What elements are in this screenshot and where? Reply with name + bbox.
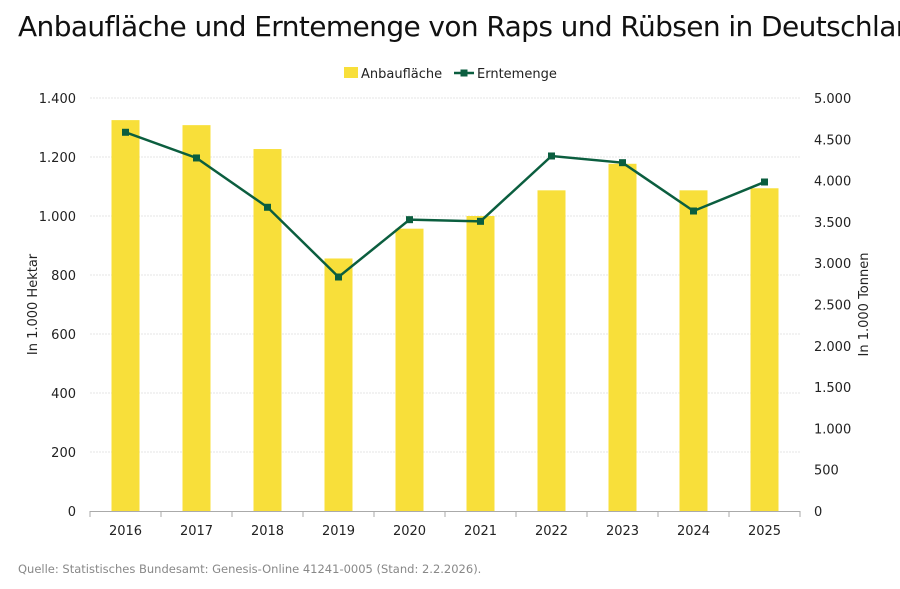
chart-title: Anbaufläche und Erntemenge von Raps und …: [18, 10, 900, 43]
point-2025: [761, 178, 768, 186]
y2-tick-label: 500: [814, 464, 839, 479]
legend-label-erntemenge: Erntemenge: [477, 67, 557, 82]
y-tick-label: 800: [51, 269, 76, 284]
y2-tick-label: 2.000: [814, 340, 851, 355]
bar-2020: [395, 228, 424, 511]
legend-label-anbauflaeche: Anbaufläche: [361, 67, 442, 82]
y2-tick-label: 0: [814, 505, 822, 520]
line-erntemenge: [125, 131, 765, 279]
point-2024: [690, 207, 697, 215]
x-tick-label: 2022: [535, 524, 568, 539]
y-tick-label: 200: [51, 446, 76, 461]
bar-2016: [111, 120, 140, 511]
y2-tick-label: 4.500: [814, 133, 851, 148]
x-tick-label: 2023: [606, 524, 639, 539]
bar-2022: [537, 190, 566, 511]
point-2022: [548, 152, 555, 160]
bar-2017: [182, 125, 211, 511]
y2-tick-label: 4.000: [814, 175, 851, 190]
x-tick-label: 2021: [464, 524, 497, 539]
y-tick-label: 600: [51, 328, 76, 343]
point-2018: [264, 203, 271, 211]
bar-2018: [253, 149, 282, 511]
x-tick-label: 2017: [180, 524, 213, 539]
y-tick-label: 1.200: [39, 151, 76, 166]
y-tick-label: 400: [51, 387, 76, 402]
x-tick-label: 2025: [748, 524, 781, 539]
point-2021: [477, 217, 484, 225]
bar-2023: [608, 163, 637, 511]
y-tick-label: 0: [68, 505, 76, 520]
y2-tick-label: 5.000: [814, 92, 851, 107]
bar-2025: [750, 188, 779, 511]
x-tick-label: 2024: [677, 524, 710, 539]
y2-tick-label: 1.500: [814, 381, 851, 396]
x-tick-label: 2019: [322, 524, 355, 539]
point-2019: [335, 273, 342, 281]
bar-2024: [679, 190, 708, 511]
bar-2019: [324, 258, 353, 511]
y-tick-label: 1.000: [39, 210, 76, 225]
x-tick-label: 2018: [251, 524, 284, 539]
y-axis-title: In 1.000 Hektar: [26, 253, 41, 355]
x-tick-label: 2016: [109, 524, 142, 539]
source-note: Quelle: Statistisches Bundesamt: Genesis…: [18, 562, 482, 576]
y2-tick-label: 2.500: [814, 299, 851, 314]
y-tick-label: 1.400: [39, 92, 76, 107]
point-2016: [122, 128, 129, 136]
y2-axis-title: In 1.000 Tonnen: [857, 253, 872, 357]
bar-2021: [466, 216, 495, 511]
legend-swatch-anbauflaeche: [344, 67, 358, 78]
point-2020: [406, 216, 413, 224]
x-tick-label: 2020: [393, 524, 426, 539]
y2-tick-label: 1.000: [814, 422, 851, 437]
y2-tick-label: 3.500: [814, 216, 851, 231]
point-2023: [619, 159, 626, 167]
legend-marker-erntemenge: [460, 69, 468, 77]
y2-tick-label: 3.000: [814, 257, 851, 272]
point-2017: [193, 154, 200, 162]
